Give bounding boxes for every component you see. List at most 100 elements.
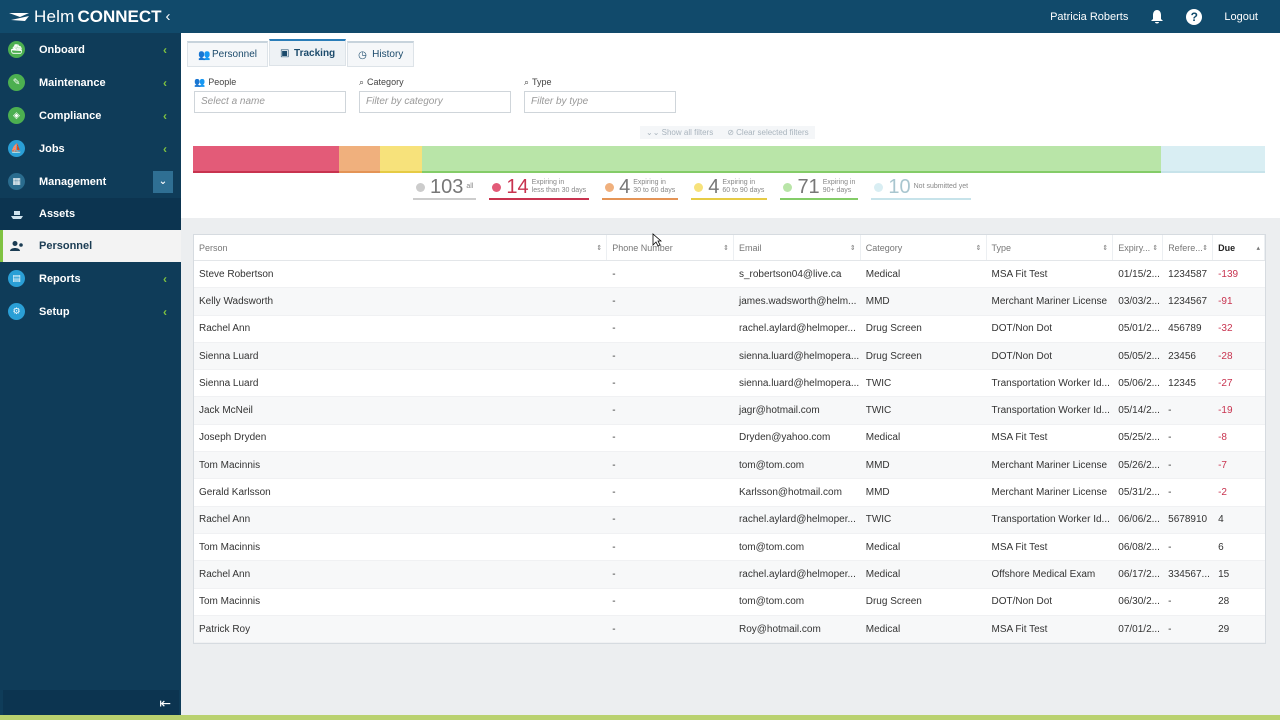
cell-category: MMD <box>865 487 890 499</box>
column-header-reference[interactable]: Refere... ⇕ <box>1163 235 1214 260</box>
cell-type: Offshore Medical Exam <box>991 568 1096 580</box>
table-row[interactable]: Joseph Dryden - Dryden@yahoo.com Medical MSA… <box>194 425 1265 453</box>
cell-type: DOT/Non Dot <box>991 596 1053 608</box>
stat-count: 10 <box>888 175 911 198</box>
cell-person: Joseph Dryden <box>199 432 267 444</box>
people-icon: 👥 <box>198 49 211 61</box>
cell-email[interactable]: jagr@hotmail.com <box>738 405 820 417</box>
stat-label-line2: less than 30 days <box>531 187 587 194</box>
table-row[interactable]: Rachel Ann - rachel.aylard@helmoper... Medi… <box>194 561 1265 589</box>
stat-expiring-30-60[interactable]: 4 Expiring in 30 to 60 days <box>602 176 679 200</box>
table-row[interactable]: Kelly Wadsworth - james.wadsworth@helm... M… <box>194 288 1265 316</box>
user-name[interactable]: Patricia Roberts <box>1050 10 1129 23</box>
show-all-filters-link[interactable]: ⌄⌄ Show all filters <box>646 128 714 137</box>
cell-expiry: 05/05/2... <box>1118 350 1160 362</box>
chevron-down-icon[interactable]: ⌄ <box>153 170 173 193</box>
cell-person: Patrick Roy <box>199 623 251 635</box>
cell-expiry: 05/31/2... <box>1118 487 1160 499</box>
collapse-sidebar-button[interactable]: ⇤ <box>3 690 179 716</box>
column-header-type[interactable]: Type ⇕ <box>987 235 1114 260</box>
stat-not-submitted[interactable]: 10 Not submitted yet <box>871 175 972 200</box>
sidebar-item-jobs[interactable]: ⛵ Jobs ‹ <box>0 132 181 165</box>
sidebar-item-label: Setup <box>39 305 70 318</box>
tab-history[interactable]: ◷ History <box>347 41 415 67</box>
sidebar-item-setup[interactable]: ⚙ Setup ‹ <box>0 295 181 328</box>
clear-filters-link[interactable]: ⊘ Clear selected filters <box>727 128 809 137</box>
bell-icon[interactable] <box>1150 9 1164 25</box>
bar-segment-expiring-90plus[interactable] <box>422 146 1161 173</box>
people-input[interactable]: Select a name <box>194 91 346 113</box>
sidebar-item-maintenance[interactable]: ✎ Maintenance ‹ <box>0 66 181 99</box>
cell-category: Drug Screen <box>865 596 922 608</box>
cell-email[interactable]: james.wadsworth@helm... <box>738 295 857 307</box>
cell-email[interactable]: rachel.aylard@helmoper... <box>738 323 856 335</box>
table-row[interactable]: Sienna Luard - sienna.luard@helmopera... TW… <box>194 370 1265 398</box>
help-icon[interactable]: ? <box>1186 8 1203 25</box>
stat-count: 4 <box>708 175 720 198</box>
sidebar-item-personnel[interactable]: Personnel <box>0 230 181 262</box>
sidebar-item-management[interactable]: ▦ Management ⌄ <box>0 165 181 198</box>
table-row[interactable]: Jack McNeil - jagr@hotmail.com TWIC Transpor… <box>194 397 1265 425</box>
cell-email[interactable]: s_robertson04@live.ca <box>738 268 842 280</box>
cell-expiry: 05/14/2... <box>1118 405 1160 417</box>
stat-all[interactable]: 103 all <box>413 176 477 200</box>
filter-label-text: People <box>208 77 237 87</box>
tab-tracking[interactable]: ▣ Tracking <box>269 39 347 66</box>
setup-icon: ⚙ <box>8 303 25 320</box>
table-row[interactable]: Steve Robertson - s_robertson04@live.ca Med… <box>194 261 1265 289</box>
cell-email[interactable]: rachel.aylard@helmoper... <box>738 568 856 580</box>
column-header-category[interactable]: Category ⇕ <box>861 235 987 260</box>
bar-segment-expiring-60-90[interactable] <box>380 146 422 173</box>
gray-dot-icon <box>416 182 425 192</box>
logout-link[interactable]: Logout <box>1224 10 1258 23</box>
table-row[interactable]: Sienna Luard - sienna.luard@helmopera... Dr… <box>194 342 1265 371</box>
app-logo[interactable]: Helm CONNECT ‹ <box>0 0 181 33</box>
stat-expiring-90plus[interactable]: 71 Expiring in 90+ days <box>780 176 859 200</box>
cell-email[interactable]: Roy@hotmail.com <box>738 623 821 635</box>
sidebar-item-reports[interactable]: ▤ Reports ‹ <box>0 262 181 295</box>
cell-email[interactable]: tom@tom.com <box>738 596 805 608</box>
cell-email[interactable]: tom@tom.com <box>738 541 805 553</box>
table-row[interactable]: Tom Macinnis - tom@tom.com Drug Screen DOT/N… <box>194 589 1265 616</box>
sidebar-item-compliance[interactable]: ◈ Compliance ‹ <box>0 99 181 132</box>
table-row[interactable]: Patrick Roy - Roy@hotmail.com Medical MSA Fi… <box>194 615 1265 644</box>
chevron-left-icon: ‹ <box>163 108 167 123</box>
table-row[interactable]: Tom Macinnis - tom@tom.com Medical MSA Fit T… <box>194 534 1265 562</box>
stat-expiring-30[interactable]: 14 Expiring in less than 30 days <box>489 176 590 200</box>
cell-due: -19 <box>1218 405 1233 417</box>
column-header-expiry[interactable]: Expiry... ⇕ <box>1113 235 1164 260</box>
column-header-phone[interactable]: Phone Number ⇕ <box>607 235 734 260</box>
bar-segment-not-submitted[interactable] <box>1161 146 1265 173</box>
table-header: Person ⇕ Phone Number ⇕ Email ⇕ Category ⇕ T… <box>194 235 1266 261</box>
table-row[interactable]: Tom Macinnis - tom@tom.com MMD Merchant Mari… <box>194 452 1265 480</box>
cell-due: -139 <box>1218 268 1239 280</box>
sidebar-item-label: Management <box>39 175 107 188</box>
bar-segment-expiring-30[interactable] <box>193 146 339 173</box>
tracking-table: Person ⇕ Phone Number ⇕ Email ⇕ Category ⇕ T… <box>193 234 1266 645</box>
yellow-dot-icon <box>694 182 704 192</box>
category-input[interactable]: Filter by category <box>359 91 511 113</box>
cell-email[interactable]: Karlsson@hotmail.com <box>738 487 842 499</box>
brand-light: Helm <box>34 6 75 26</box>
stat-expiring-60-90[interactable]: 4 Expiring in 60 to 90 days <box>691 175 768 200</box>
cell-email[interactable]: rachel.aylard@helmoper... <box>738 514 856 526</box>
cell-email[interactable]: Dryden@yahoo.com <box>738 432 831 444</box>
type-input[interactable]: Filter by type <box>524 91 676 113</box>
cell-due: -91 <box>1218 295 1233 307</box>
cell-email[interactable]: tom@tom.com <box>738 459 805 471</box>
sidebar-item-onboard[interactable]: ⛴ Onboard ‹ <box>0 33 181 66</box>
sidebar-item-label: Maintenance <box>39 76 106 89</box>
table-row[interactable]: Rachel Ann - rachel.aylard@helmoper... Drug… <box>194 316 1265 343</box>
history-icon: ◷ <box>358 49 367 61</box>
column-header-email[interactable]: Email ⇕ <box>734 235 861 260</box>
cell-email[interactable]: sienna.luard@helmopera... <box>738 350 860 362</box>
column-header-due[interactable]: Due ▴ <box>1213 235 1266 260</box>
table-row[interactable]: Rachel Ann - rachel.aylard@helmoper... TWIC… <box>194 506 1265 534</box>
tab-personnel[interactable]: 👥 Personnel <box>187 41 269 67</box>
table-row[interactable]: Gerald Karlsson - Karlsson@hotmail.com MMD M… <box>194 479 1265 507</box>
collapse-sidebar-icon[interactable]: ‹ <box>165 8 171 25</box>
cell-email[interactable]: sienna.luard@helmopera... <box>738 377 860 389</box>
sidebar-item-assets[interactable]: Assets <box>0 198 181 230</box>
column-header-person[interactable]: Person ⇕ <box>194 235 608 260</box>
bar-segment-expiring-30-60[interactable] <box>339 146 380 173</box>
